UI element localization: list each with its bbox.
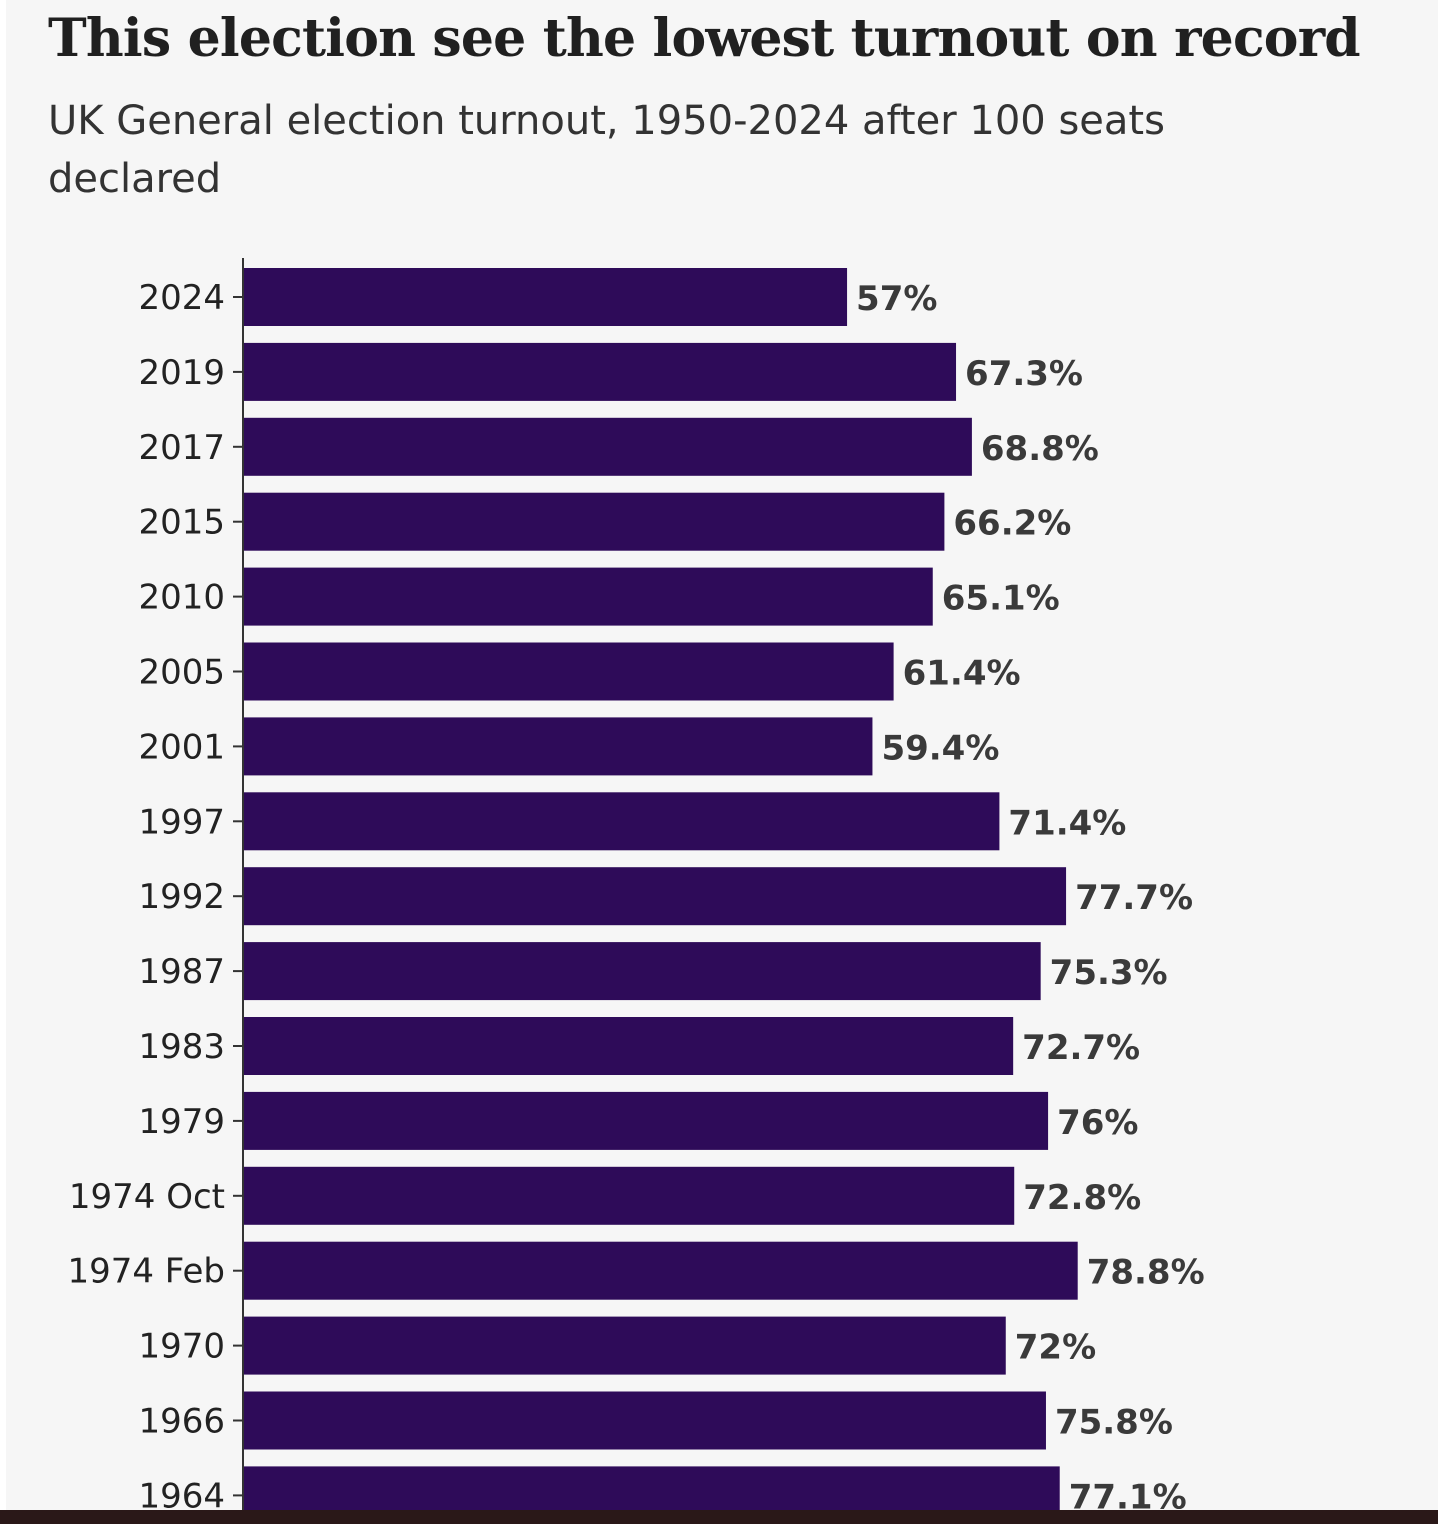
- category-label: 2024: [138, 278, 225, 318]
- value-label: 65.1%: [942, 579, 1060, 619]
- value-label: 77.7%: [1075, 878, 1193, 918]
- value-label: 76%: [1057, 1103, 1138, 1143]
- value-label: 71.4%: [1008, 803, 1126, 843]
- bar: [244, 942, 1041, 1001]
- value-label: 72.7%: [1022, 1028, 1140, 1068]
- category-label: 1992: [138, 877, 225, 917]
- bar: [244, 1166, 1015, 1225]
- bar: [244, 567, 933, 626]
- bar: [244, 342, 957, 401]
- category-label: 1987: [138, 952, 225, 992]
- category-label: 1974 Oct: [69, 1177, 225, 1217]
- category-label: 1964: [138, 1476, 225, 1510]
- value-label: 72%: [1015, 1328, 1096, 1368]
- value-label: 57%: [856, 279, 937, 319]
- bar: [244, 642, 894, 701]
- bar: [244, 1241, 1078, 1300]
- bar: [244, 1091, 1049, 1150]
- bar: [244, 1017, 1014, 1075]
- bar: [244, 268, 848, 326]
- value-label: 66.2%: [953, 504, 1071, 544]
- bar: [244, 1316, 1006, 1375]
- category-label: 2010: [138, 578, 225, 618]
- category-label: 2019: [138, 353, 225, 393]
- bar: [244, 792, 1000, 851]
- value-label: 75.3%: [1050, 953, 1168, 993]
- value-label: 72.8%: [1023, 1178, 1141, 1218]
- value-label: 78.8%: [1087, 1253, 1205, 1293]
- category-label: 2017: [138, 428, 225, 468]
- bar: [244, 492, 945, 551]
- value-label: 75.8%: [1055, 1403, 1173, 1443]
- category-label: 2005: [138, 653, 225, 693]
- value-label: 61.4%: [903, 654, 1021, 694]
- value-label: 67.3%: [965, 354, 1083, 394]
- category-label: 1997: [138, 802, 225, 842]
- category-label: 1979: [138, 1102, 225, 1142]
- chart-subtitle: UK General election turnout, 1950-2024 a…: [48, 98, 1165, 202]
- value-label: 68.8%: [981, 429, 1099, 469]
- bar: [244, 867, 1067, 926]
- bottom-border: [0, 1510, 1438, 1524]
- category-label: 1983: [138, 1027, 225, 1067]
- category-label: 1966: [138, 1402, 225, 1442]
- category-label: 1970: [138, 1327, 225, 1367]
- bar: [244, 1466, 1060, 1510]
- bar: [244, 1391, 1046, 1450]
- chart-title: This election see the lowest turnout on …: [48, 8, 1361, 69]
- value-label: 77.1%: [1069, 1477, 1187, 1510]
- bar: [244, 417, 972, 476]
- category-label: 1974 Feb: [67, 1252, 225, 1292]
- category-label: 2001: [138, 727, 225, 767]
- bar: [244, 717, 873, 776]
- value-label: 59.4%: [881, 728, 999, 768]
- category-label: 2015: [138, 503, 225, 543]
